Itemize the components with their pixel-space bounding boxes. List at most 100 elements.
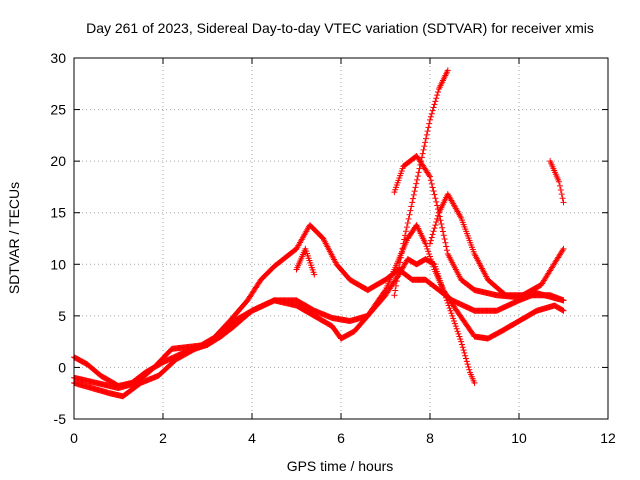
data-point bbox=[391, 292, 398, 299]
data-point bbox=[397, 259, 404, 266]
data-point bbox=[415, 169, 422, 176]
data-point bbox=[556, 182, 563, 189]
data-point bbox=[444, 67, 451, 74]
data-point bbox=[443, 297, 450, 304]
data-point bbox=[432, 222, 439, 229]
data-point bbox=[399, 245, 406, 252]
data-point bbox=[459, 344, 466, 351]
data-point bbox=[427, 253, 433, 260]
data-point bbox=[441, 289, 448, 296]
y-tick-label: 25 bbox=[50, 102, 66, 118]
data-point bbox=[414, 173, 421, 180]
y-tick-label: 15 bbox=[50, 205, 66, 221]
data-point bbox=[460, 347, 467, 354]
data-point bbox=[557, 187, 564, 194]
y-tick-label: 5 bbox=[58, 308, 66, 324]
x-tick-label: 10 bbox=[511, 430, 527, 446]
data-point bbox=[449, 312, 456, 319]
series-track-2 bbox=[71, 256, 567, 400]
y-tick-label: 10 bbox=[50, 256, 66, 272]
data-point bbox=[419, 150, 426, 157]
data-point bbox=[443, 243, 450, 250]
data-point bbox=[405, 215, 412, 222]
data-point bbox=[400, 240, 407, 247]
data-point bbox=[411, 188, 418, 195]
data-point bbox=[558, 191, 565, 198]
data-point bbox=[429, 261, 436, 268]
data-point bbox=[412, 184, 419, 191]
data-point bbox=[463, 355, 470, 362]
data-point bbox=[444, 299, 451, 306]
data-point bbox=[430, 188, 437, 195]
data-point bbox=[447, 307, 454, 314]
data-point bbox=[442, 292, 449, 299]
data-point bbox=[410, 191, 417, 198]
data-point bbox=[428, 110, 435, 117]
data-point bbox=[464, 361, 471, 368]
data-point bbox=[422, 135, 429, 142]
series-track-3 bbox=[71, 222, 478, 392]
data-point bbox=[427, 177, 434, 184]
series-track-7 bbox=[547, 158, 567, 206]
series-track-6 bbox=[427, 191, 567, 304]
data-point bbox=[403, 224, 410, 231]
data-point bbox=[446, 305, 453, 312]
data-point bbox=[404, 220, 411, 227]
data-point bbox=[425, 124, 432, 131]
data-point bbox=[398, 250, 405, 257]
data-point bbox=[410, 195, 417, 202]
y-tick-label: -5 bbox=[54, 411, 67, 427]
data-point bbox=[426, 120, 433, 127]
data-point bbox=[428, 234, 435, 241]
x-tick-label: 12 bbox=[600, 430, 616, 446]
data-point bbox=[441, 235, 448, 242]
data-point bbox=[439, 228, 446, 235]
data-point bbox=[425, 248, 432, 255]
data-point bbox=[401, 236, 408, 243]
data-point bbox=[445, 302, 452, 309]
data-point bbox=[395, 268, 402, 275]
data-point bbox=[408, 203, 415, 210]
data-point bbox=[407, 207, 414, 214]
data-point bbox=[427, 173, 433, 180]
data-point bbox=[421, 143, 428, 150]
x-tick-label: 6 bbox=[337, 430, 345, 446]
data-point bbox=[430, 104, 437, 111]
data-point bbox=[448, 310, 455, 317]
data-point bbox=[457, 336, 464, 343]
data-point bbox=[458, 341, 465, 348]
data-point bbox=[560, 199, 567, 206]
data-point bbox=[455, 330, 462, 337]
data-point bbox=[559, 195, 566, 202]
data-point bbox=[392, 287, 399, 294]
data-point bbox=[458, 338, 465, 345]
data-point bbox=[431, 191, 438, 198]
data-point bbox=[430, 228, 437, 235]
data-point bbox=[461, 349, 468, 356]
data-point bbox=[428, 180, 435, 187]
data-point bbox=[456, 333, 463, 340]
x-axis-label: GPS time / hours bbox=[287, 458, 394, 474]
data-point bbox=[423, 243, 430, 250]
data-point bbox=[433, 95, 440, 102]
data-point bbox=[560, 245, 567, 252]
data-point bbox=[427, 116, 433, 123]
data-point bbox=[465, 363, 472, 370]
x-tick-label: 2 bbox=[159, 430, 167, 446]
data-point bbox=[435, 212, 442, 219]
data-point bbox=[402, 232, 409, 239]
data-point bbox=[437, 217, 444, 224]
data-point bbox=[396, 264, 403, 271]
data-point bbox=[450, 315, 457, 322]
data-point bbox=[428, 258, 435, 265]
data-point bbox=[414, 176, 421, 183]
data-point bbox=[311, 271, 318, 278]
data-point bbox=[442, 239, 449, 246]
y-tick-label: 30 bbox=[50, 50, 66, 66]
data-point bbox=[406, 211, 413, 218]
data-point bbox=[443, 247, 450, 254]
data-point bbox=[427, 256, 434, 263]
x-tick-label: 4 bbox=[248, 430, 256, 446]
